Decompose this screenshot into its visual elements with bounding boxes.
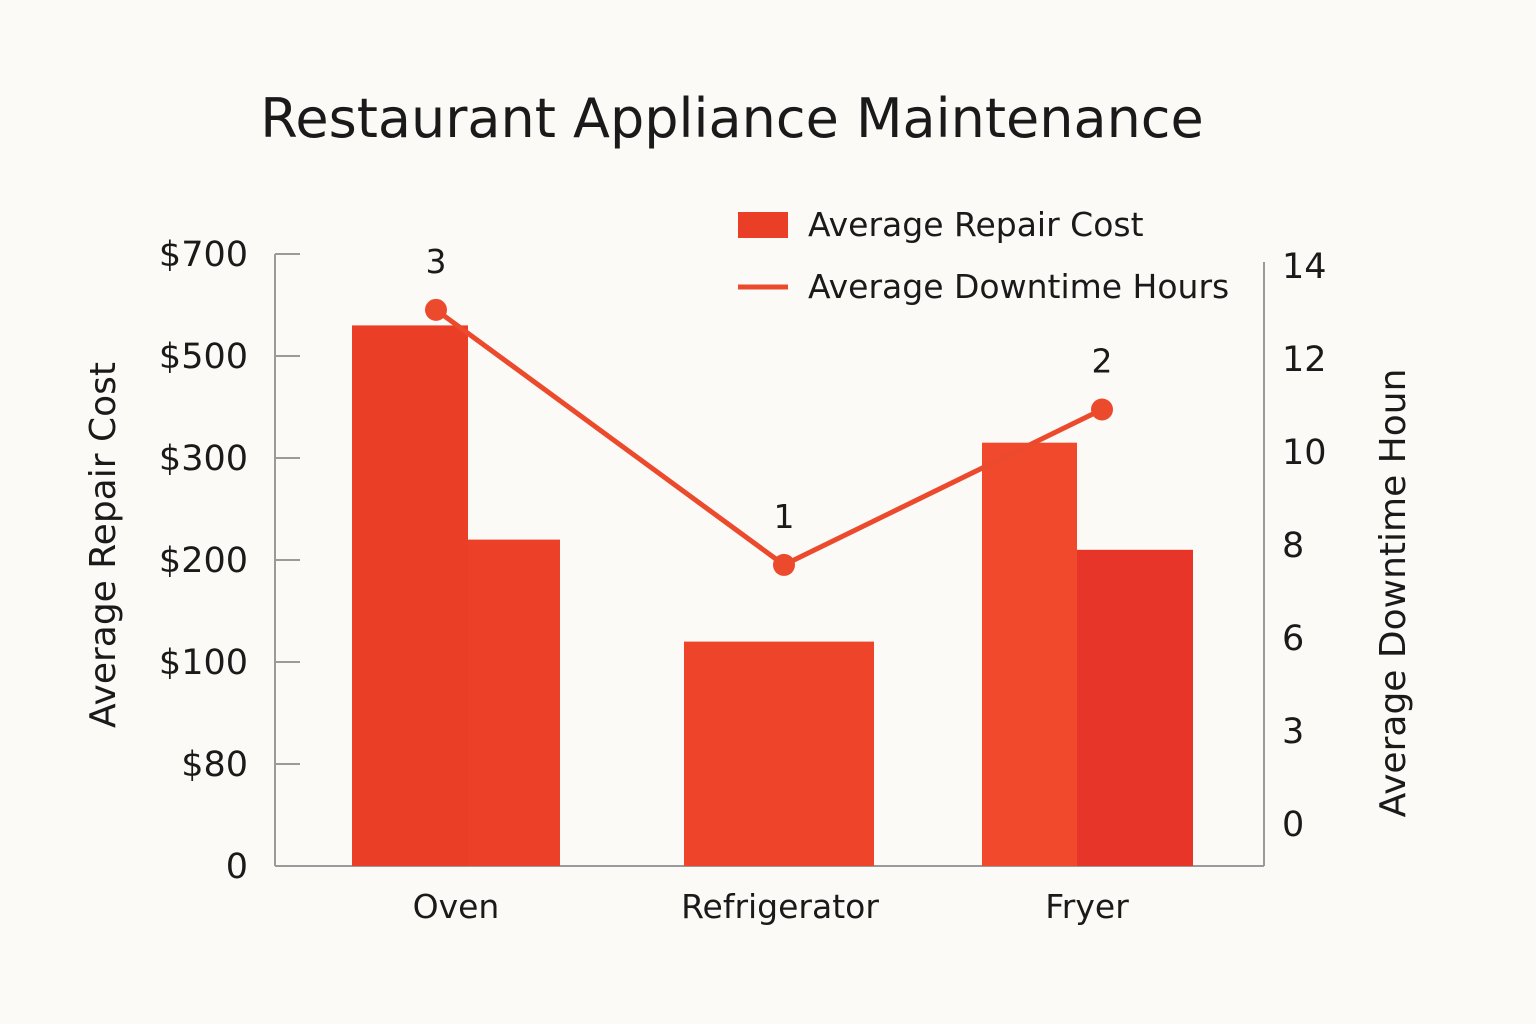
left-tick-label: $500 — [159, 337, 248, 377]
left-tick-group: 0 $80 $100 $200 $300 $500 $700 — [159, 235, 300, 887]
downtime-label-refrigerator: 1 — [774, 497, 795, 536]
downtime-label-oven: 3 — [426, 242, 447, 281]
left-tick-label: $200 — [159, 541, 248, 581]
right-axis: 0 3 6 8 10 12 14 Average Downtime Houn — [1263, 247, 1414, 866]
bar-group — [352, 325, 1193, 866]
bar-refrigerator — [684, 641, 874, 866]
bar-oven-secondary — [468, 539, 560, 866]
right-tick-label: 14 — [1282, 247, 1327, 287]
left-axis: 0 $80 $100 $200 $300 $500 $700 Average Repair … — [83, 235, 1264, 887]
category-labels: Oven Refrigerator Fryer — [413, 887, 1130, 926]
right-tick-label: 6 — [1282, 619, 1304, 659]
right-tick-label: 12 — [1282, 340, 1327, 380]
legend-label-repair-cost: Average Repair Cost — [808, 205, 1144, 244]
left-tick-label: $80 — [181, 745, 248, 785]
right-tick-label: 10 — [1282, 433, 1327, 473]
downtime-label-fryer: 2 — [1092, 341, 1113, 380]
legend-label-downtime: Average Downtime Hours — [808, 267, 1229, 306]
legend-swatch-repair-cost — [738, 212, 788, 238]
category-label-fryer: Fryer — [1045, 887, 1129, 926]
right-tick-label: 3 — [1282, 712, 1304, 752]
left-tick-label: 0 — [226, 847, 248, 887]
right-tick-group: 0 3 6 8 10 12 14 — [1282, 247, 1327, 845]
right-tick-label: 8 — [1282, 526, 1304, 566]
category-label-refrigerator: Refrigerator — [681, 887, 879, 926]
line-series: 3 1 2 — [425, 242, 1113, 576]
category-label-oven: Oven — [413, 887, 500, 926]
legend: Average Repair Cost Average Downtime Hou… — [738, 205, 1229, 306]
right-axis-title: Average Downtime Houn — [1373, 369, 1414, 818]
left-tick-label: $700 — [159, 235, 248, 275]
bar-fryer-secondary — [982, 442, 1077, 866]
bar-oven — [352, 325, 468, 866]
left-tick-label: $100 — [159, 643, 248, 683]
downtime-point-oven — [425, 298, 447, 321]
left-tick-label: $300 — [159, 439, 248, 479]
downtime-point-refrigerator — [773, 553, 795, 576]
left-axis-title: Average Repair Cost — [83, 362, 124, 728]
right-tick-label: 0 — [1282, 805, 1304, 845]
bar-fryer — [1077, 549, 1193, 866]
chart-title: Restaurant Appliance Maintenance — [260, 87, 1203, 150]
downtime-point-fryer — [1091, 398, 1113, 421]
